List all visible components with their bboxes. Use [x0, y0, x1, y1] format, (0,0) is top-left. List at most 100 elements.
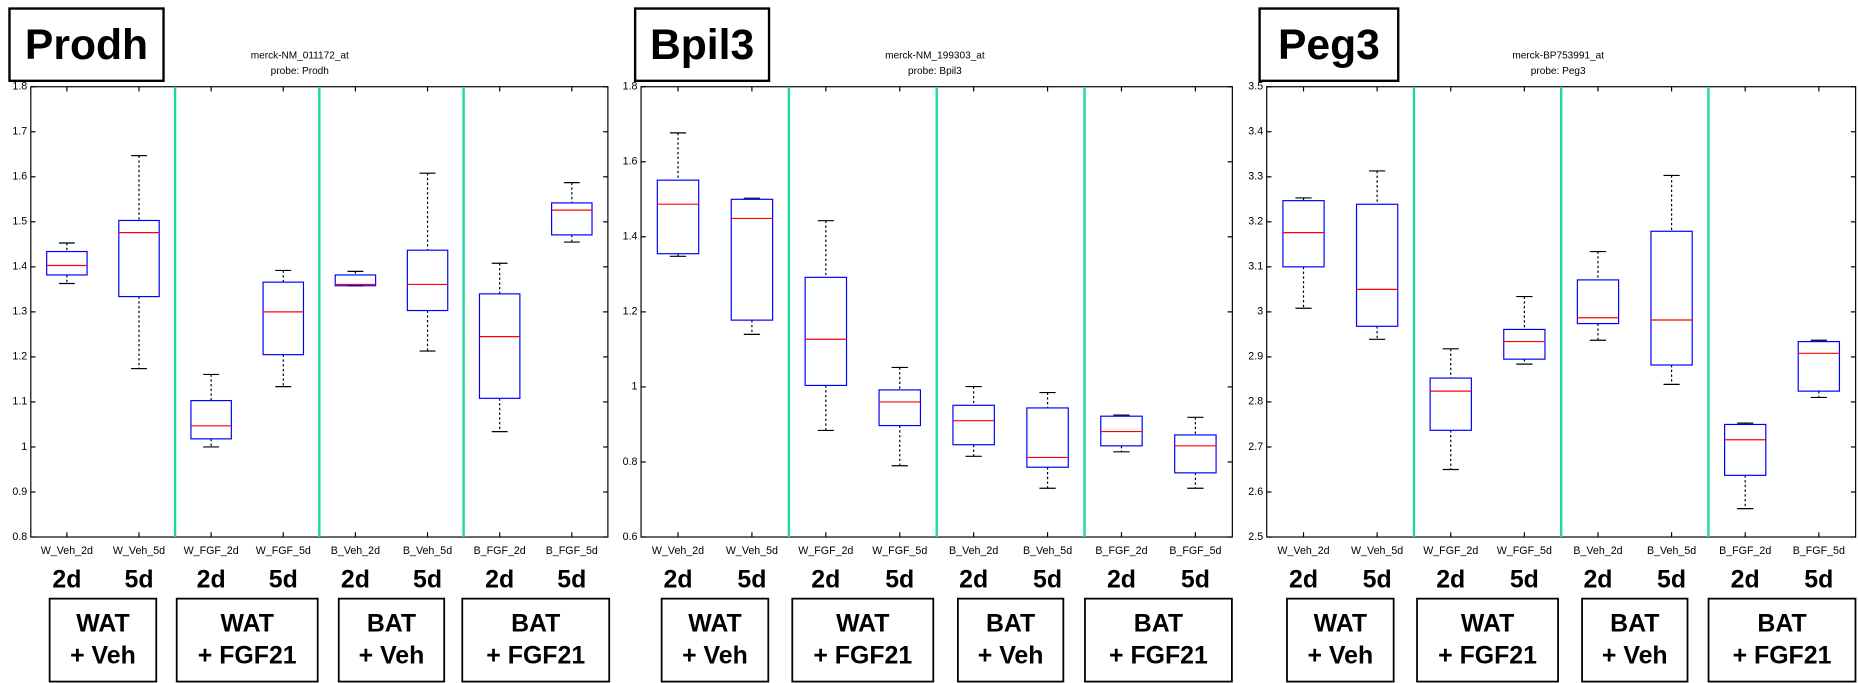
- y-tick-label: 1: [632, 381, 638, 393]
- box: [406, 249, 449, 312]
- box: [1797, 341, 1841, 392]
- chart-subtitle: merck-BP753991_at: [1512, 51, 1604, 62]
- box: [878, 389, 922, 427]
- chart-title: Prodh: [25, 21, 148, 69]
- group-label: WAT: [836, 609, 889, 637]
- y-tick-label: 1.4: [12, 261, 27, 273]
- chart-subtitle: probe: Prodh: [271, 66, 329, 77]
- box: [1724, 423, 1767, 476]
- group-box: [660, 597, 770, 683]
- group-box: [1416, 597, 1559, 683]
- day-label: 5d: [1181, 565, 1210, 593]
- y-tick-label: 0.9: [12, 486, 27, 498]
- x-tick-label: W_FGF_5d: [256, 545, 311, 557]
- day-label: 5d: [1510, 565, 1539, 593]
- x-tick-label: W_FGF_2d: [1423, 545, 1478, 557]
- day-label: 2d: [341, 565, 370, 593]
- day-label: 2d: [663, 565, 692, 593]
- group-label: + Veh: [1307, 641, 1373, 669]
- group-label: BAT: [1610, 609, 1659, 637]
- x-tick-label: B_FGF_2d: [474, 545, 526, 557]
- group-label: + FGF21: [1733, 641, 1832, 669]
- group-label: + FGF21: [1438, 641, 1537, 669]
- group-box: [1581, 597, 1689, 683]
- x-tick-label: W_FGF_5d: [1497, 545, 1552, 557]
- group-label: WAT: [1314, 609, 1367, 637]
- group-label: BAT: [1134, 609, 1183, 637]
- box: [656, 179, 700, 255]
- y-tick-label: 1.2: [12, 351, 27, 363]
- group-box: [1707, 597, 1857, 683]
- y-tick-label: 3.4: [1248, 126, 1263, 138]
- y-tick-label: 1.7: [12, 126, 27, 138]
- box: [1650, 230, 1693, 366]
- x-tick-label: W_Veh_2d: [41, 545, 93, 557]
- box: [1429, 377, 1472, 431]
- chart-subtitle: probe: Peg3: [1531, 66, 1586, 77]
- y-tick-label: 1.8: [623, 81, 638, 93]
- box: [190, 399, 232, 440]
- group-label: + Veh: [359, 641, 425, 669]
- x-tick-label: W_FGF_2d: [184, 545, 239, 557]
- box: [262, 281, 305, 356]
- box: [1282, 200, 1325, 268]
- group-label: + FGF21: [486, 641, 585, 669]
- box: [952, 404, 995, 446]
- day-label: 5d: [557, 565, 586, 593]
- x-tick-label: B_Veh_5d: [1647, 545, 1696, 557]
- box: [1026, 407, 1069, 468]
- x-tick-label: W_Veh_2d: [1277, 545, 1329, 557]
- day-label: 2d: [959, 565, 988, 593]
- box: [1503, 328, 1546, 360]
- group-box: [461, 597, 611, 683]
- group-label: WAT: [76, 609, 129, 637]
- x-tick-label: B_Veh_2d: [949, 545, 998, 557]
- y-tick-label: 0.8: [12, 531, 27, 543]
- y-tick-label: 0.6: [623, 531, 638, 543]
- x-tick-label: B_FGF_5d: [546, 545, 598, 557]
- x-tick-label: B_FGF_2d: [1719, 545, 1771, 557]
- y-tick-label: 1.5: [12, 216, 27, 228]
- y-tick-label: 1.2: [623, 306, 638, 318]
- x-tick-label: W_FGF_5d: [872, 545, 927, 557]
- box: [551, 202, 593, 236]
- title-box: [633, 7, 771, 82]
- day-label: 5d: [737, 565, 766, 593]
- day-label: 2d: [1289, 565, 1318, 593]
- x-tick-label: B_Veh_2d: [1573, 545, 1622, 557]
- group-box: [337, 597, 446, 683]
- y-tick-label: 3.2: [1248, 216, 1263, 228]
- y-tick-label: 3.3: [1248, 171, 1263, 183]
- y-tick-label: 2.9: [1248, 351, 1263, 363]
- day-label: 2d: [197, 565, 226, 593]
- box: [1576, 279, 1620, 325]
- x-tick-label: B_Veh_2d: [331, 545, 380, 557]
- y-tick-label: 1.6: [623, 156, 638, 168]
- y-tick-label: 0.8: [623, 456, 638, 468]
- day-label: 2d: [485, 565, 514, 593]
- y-tick-label: 1.4: [623, 231, 638, 243]
- box: [1355, 203, 1399, 327]
- x-tick-label: B_FGF_5d: [1793, 545, 1845, 557]
- y-tick-label: 2.7: [1248, 441, 1263, 453]
- day-label: 5d: [1033, 565, 1062, 593]
- box: [334, 274, 377, 287]
- x-tick-label: B_Veh_5d: [403, 545, 452, 557]
- group-label: BAT: [986, 609, 1035, 637]
- y-tick-label: 1: [21, 441, 27, 453]
- chart-subtitle: probe: Bpil3: [908, 66, 962, 77]
- box: [118, 219, 160, 298]
- title-box: [8, 7, 165, 82]
- group-label: BAT: [1757, 609, 1806, 637]
- group-label: + FGF21: [1109, 641, 1208, 669]
- day-label: 2d: [1436, 565, 1465, 593]
- x-tick-label: W_FGF_2d: [798, 545, 853, 557]
- group-box: [175, 597, 319, 683]
- day-label: 2d: [52, 565, 81, 593]
- x-tick-label: W_Veh_5d: [726, 545, 778, 557]
- day-label: 5d: [269, 565, 298, 593]
- y-tick-label: 3: [1257, 306, 1263, 318]
- x-tick-label: W_Veh_5d: [113, 545, 165, 557]
- y-tick-label: 2.6: [1248, 486, 1263, 498]
- y-tick-label: 1.6: [12, 171, 27, 183]
